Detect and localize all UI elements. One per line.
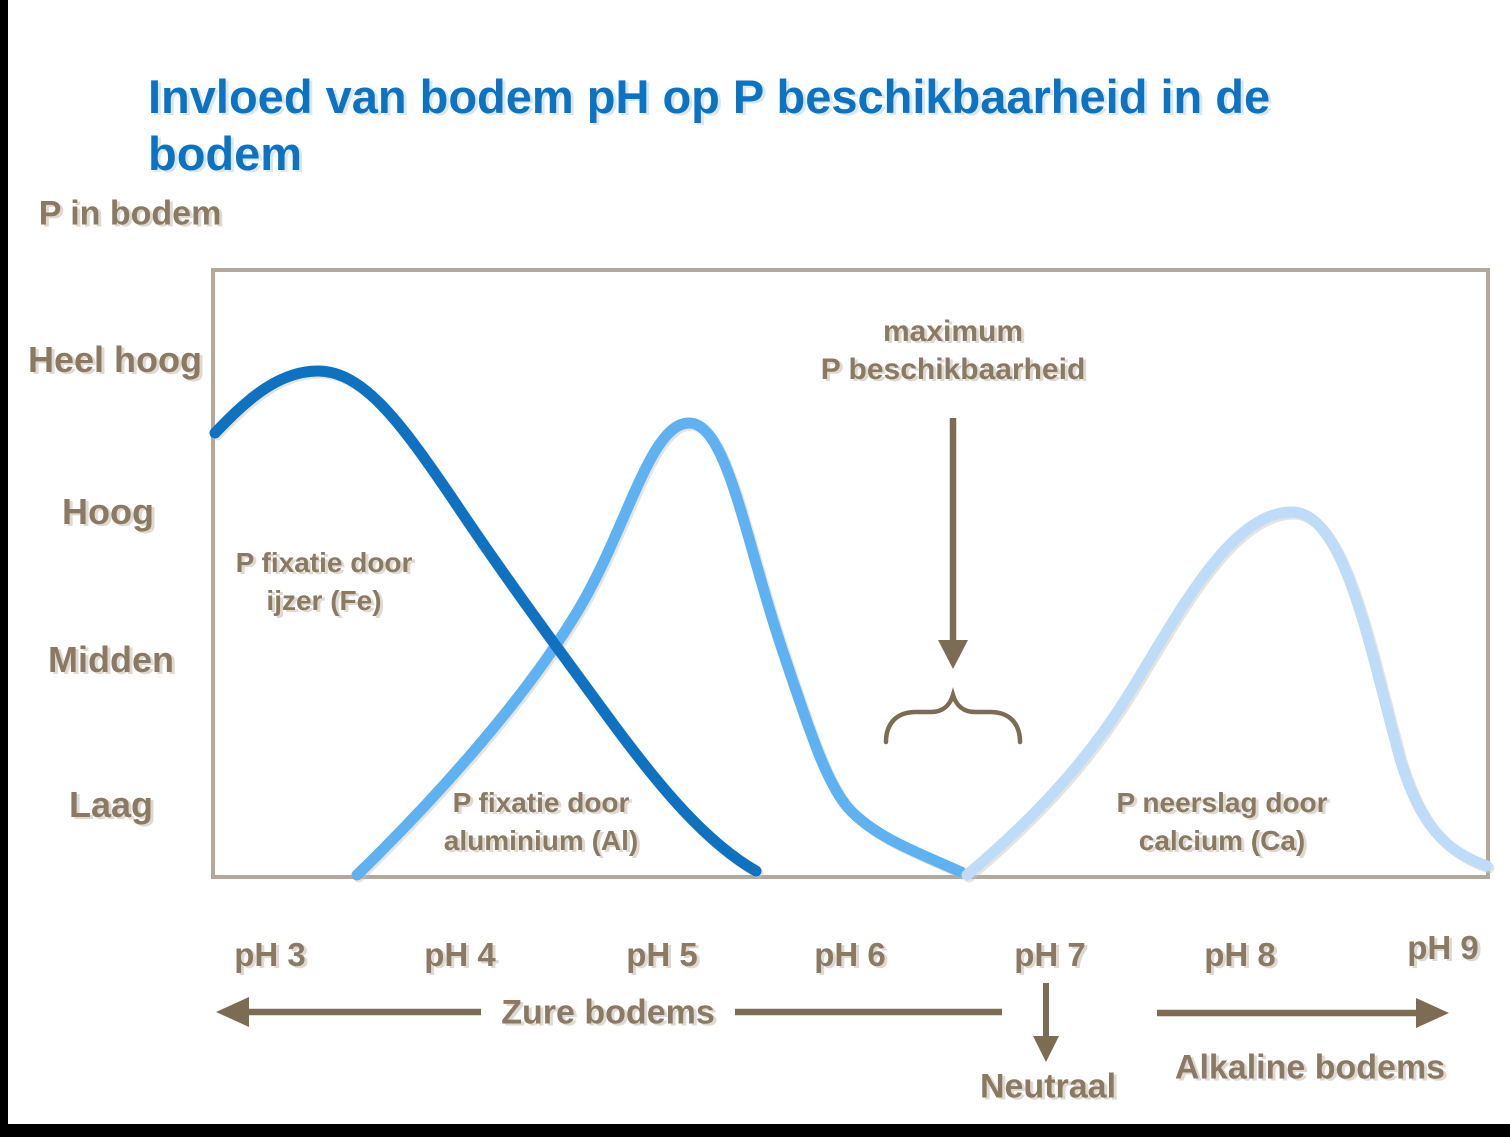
ca-curve-label: P neerslag door calcium (Ca): [1116, 784, 1327, 860]
fe-curve-label: P fixatie door ijzer (Fe): [236, 544, 413, 620]
frame-left-edge: [0, 0, 8, 1137]
alkaline-bodems-label: Alkaline bodems: [1174, 1048, 1446, 1087]
y-axis-title: P in bodem: [38, 194, 222, 233]
zure-bodems-label: Zure bodems: [501, 993, 715, 1032]
al-curve: [351, 417, 967, 881]
max-availability-line-2: P beschikbaarheid: [820, 353, 1086, 386]
max-availability-line-1: maximum: [882, 315, 1024, 348]
al-curve-label-line-1: P fixatie door: [452, 787, 630, 818]
neutraal-label: Neutraal: [979, 1067, 1117, 1106]
y-tick-hoog: Hoog: [62, 491, 154, 532]
al-curve-label-line-2: aluminium (Al): [443, 825, 639, 856]
fe-curve-label-line-2: ijzer (Fe): [266, 585, 382, 616]
page-title: Invloed van bodem pH op P beschikbaarhei…: [148, 68, 1438, 182]
x-tick-ph7: pH 7: [1014, 936, 1086, 973]
y-tick-heel-hoog: Heel hoog: [27, 339, 203, 380]
neutraal-arrow-head: [1033, 1036, 1059, 1062]
fe-curve: [209, 365, 762, 877]
al-curve-label: P fixatie door aluminium (Al): [444, 784, 638, 860]
ca-curve-label-line-2: calcium (Ca): [1138, 825, 1306, 856]
ca-curve: [961, 506, 1493, 881]
brace-icon: [883, 687, 1023, 745]
y-tick-laag: Laag: [68, 784, 154, 825]
x-tick-ph9: pH 9: [1407, 929, 1479, 966]
page-title-line-1: Invloed van bodem pH op P beschikbaarhei…: [148, 70, 1271, 123]
ca-curve-label-line-1: P neerslag door: [1116, 787, 1328, 818]
x-tick-ph4: pH 4: [424, 936, 496, 973]
x-tick-ph8: pH 8: [1204, 936, 1276, 973]
y-tick-midden: Midden: [48, 639, 174, 680]
zure-arrow-head: [216, 997, 249, 1027]
fe-curve-label-line-1: P fixatie door: [235, 547, 413, 578]
x-tick-ph6: pH 6: [814, 936, 886, 973]
plot-border: [211, 268, 1490, 879]
alkaline-arrow-head: [1416, 998, 1449, 1028]
max-arrow-head: [938, 640, 968, 669]
x-tick-ph3: pH 3: [234, 936, 306, 973]
page-title-line-2: bodem: [148, 127, 303, 180]
max-availability-label: maximum P beschikbaarheid: [821, 313, 1086, 389]
x-tick-ph5: pH 5: [626, 936, 698, 973]
frame-bottom-edge: [0, 1124, 1510, 1137]
